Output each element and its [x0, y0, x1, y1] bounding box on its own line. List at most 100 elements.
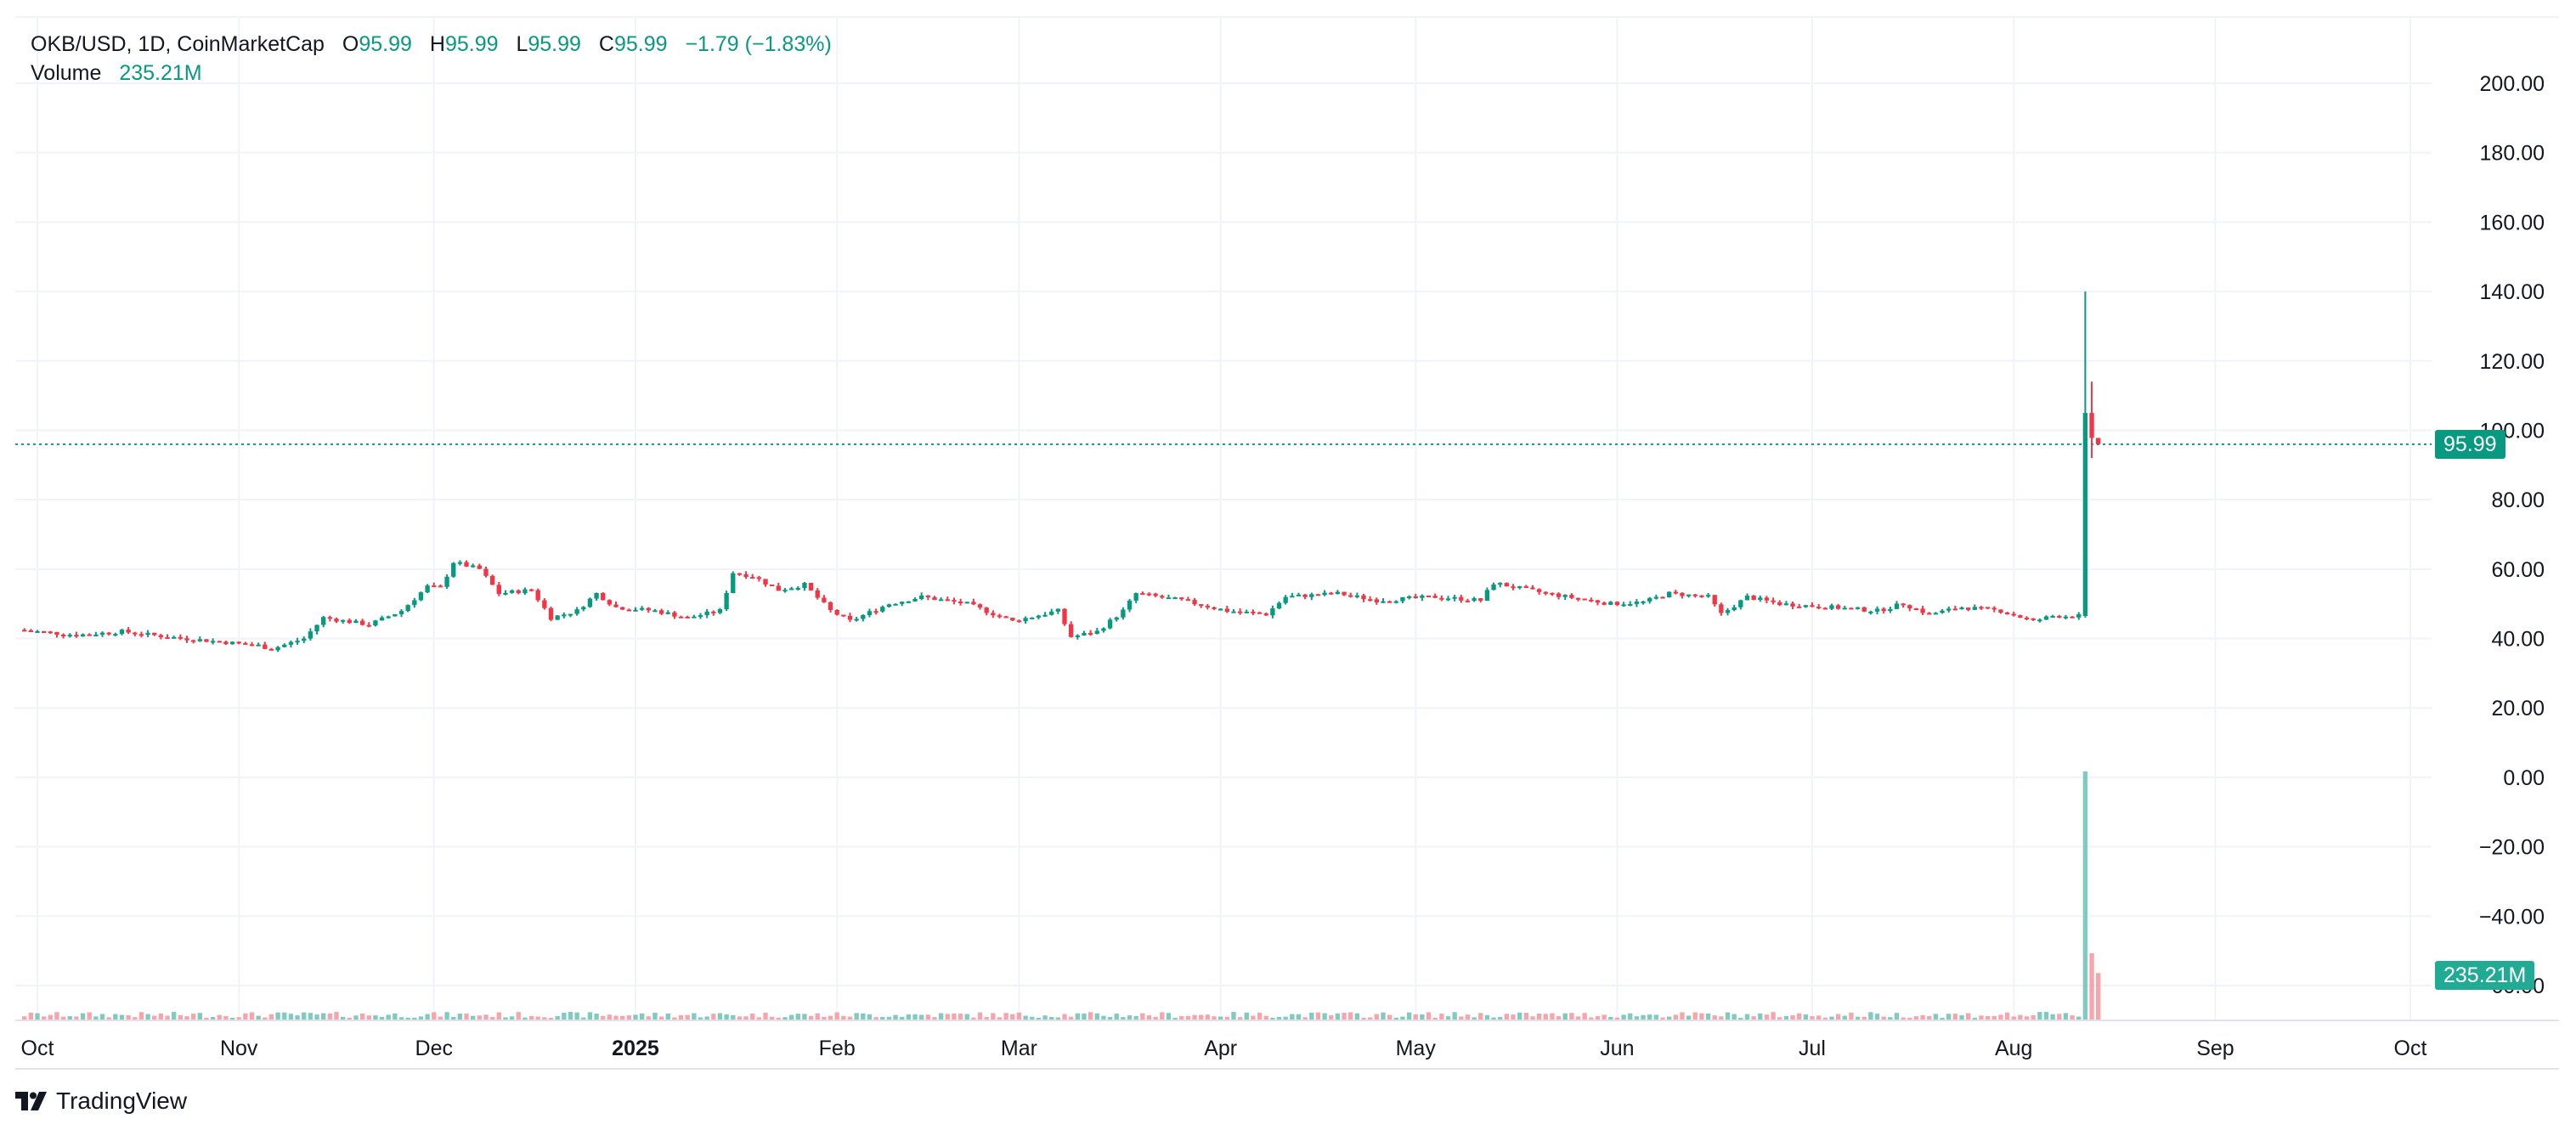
candle: [1673, 591, 1678, 594]
volume-bar: [555, 1015, 560, 1020]
volume-bar: [607, 1014, 613, 1020]
volume-bar: [54, 1012, 59, 1020]
volume-bar: [906, 1014, 912, 1020]
candle: [652, 610, 658, 613]
volume-bar: [548, 1017, 554, 1020]
candle: [126, 630, 131, 633]
candle: [1290, 596, 1295, 598]
volume-bar: [808, 1015, 814, 1020]
volume-bar: [1400, 1016, 1405, 1020]
volume-bar: [1185, 1015, 1191, 1020]
candle: [1894, 603, 1900, 609]
candle: [321, 617, 326, 625]
candle: [1381, 601, 1386, 603]
volume-bar: [1042, 1015, 1048, 1020]
candle: [1426, 596, 1432, 598]
candle: [87, 634, 92, 636]
y-tick-label: 140.00: [2480, 280, 2545, 304]
candle: [308, 631, 314, 639]
y-tick-label: 80.00: [2491, 489, 2545, 512]
volume-bar: [1263, 1015, 1268, 1020]
volume-bar: [412, 1017, 417, 1020]
volume-bar: [457, 1014, 463, 1020]
candle: [900, 602, 905, 604]
time-axis[interactable]: Oct Nov Dec 2025 Feb Mar Apr May Jun Jul Aug Sep Oct: [21, 1037, 2427, 1060]
volume-bar: [1758, 1013, 1763, 1020]
candle: [613, 604, 619, 607]
candle: [1146, 593, 1152, 596]
x-tick-label: Feb: [819, 1037, 856, 1060]
volume-bar: [776, 1017, 782, 1020]
volume-bar: [1523, 1013, 1528, 1020]
candle: [997, 615, 1003, 618]
price-axis[interactable]: 200.00180.00160.00140.00120.00100.0080.0…: [2479, 72, 2545, 998]
volume-bar: [405, 1017, 410, 1020]
volume-bar: [1595, 1016, 1601, 1020]
candle: [327, 617, 333, 619]
candle: [1075, 635, 1081, 637]
candle: [302, 638, 307, 641]
volume-bar: [1393, 1017, 1398, 1020]
volume-bar: [464, 1014, 469, 1020]
volume-bar: [1075, 1013, 1081, 1020]
volume-bar: [1257, 1012, 1263, 1020]
volume-label[interactable]: Volume: [31, 61, 102, 85]
x-tick-label: 2025: [612, 1037, 659, 1060]
candle: [1055, 608, 1061, 612]
candle: [1777, 602, 1782, 606]
volume-bar: [594, 1014, 599, 1020]
candle: [1094, 630, 1099, 635]
volume-bar: [633, 1014, 638, 1020]
candle: [1244, 611, 1249, 613]
candle: [457, 562, 463, 564]
candle: [1062, 608, 1067, 624]
candle: [1270, 608, 1275, 616]
candle: [1420, 596, 1425, 598]
candle: [1452, 596, 1457, 599]
candle: [1888, 608, 1893, 612]
volume-bar: [692, 1013, 697, 1020]
volume-bar: [1777, 1017, 1782, 1020]
candle: [912, 599, 918, 602]
candle: [1686, 594, 1692, 596]
candle: [41, 630, 47, 633]
volume-bar: [731, 1014, 736, 1020]
volume-value: 235.21M: [119, 61, 202, 85]
candle: [1725, 610, 1731, 613]
candle: [692, 616, 697, 619]
candle: [1602, 602, 1607, 605]
volume-bar: [1068, 1016, 1074, 1020]
volume-bar: [1445, 1016, 1451, 1020]
volume-bar: [685, 1014, 690, 1020]
volume-bar: [1868, 1012, 1873, 1020]
volume-bar: [217, 1014, 222, 1020]
candle: [1647, 597, 1652, 602]
volume-bar: [1894, 1013, 1900, 1020]
candle: [731, 573, 736, 594]
y-tick-label: 120.00: [2480, 350, 2545, 374]
volume-bar: [438, 1016, 443, 1020]
volume-bar: [366, 1015, 371, 1020]
volume-bars: [22, 771, 2101, 1020]
volume-bar: [145, 1014, 150, 1020]
candle: [184, 638, 189, 641]
volume-bar: [1991, 1015, 1997, 1020]
candle: [425, 585, 430, 593]
tradingview-brand[interactable]: TradingView: [15, 1082, 187, 1120]
volume-bar: [1296, 1014, 1302, 1020]
x-tick-label: Aug: [1995, 1037, 2032, 1060]
candle: [841, 614, 846, 617]
volume-bar: [2024, 1016, 2030, 1020]
candle: [646, 607, 651, 611]
volume-bar: [919, 1014, 924, 1020]
candle: [74, 635, 79, 637]
candle: [1764, 597, 1770, 601]
spike-candle: [2096, 438, 2101, 444]
candle: [1550, 592, 1555, 595]
candle: [1082, 632, 1087, 636]
candle: [1822, 607, 1827, 610]
candle: [133, 632, 138, 635]
symbol-title[interactable]: OKB/USD, 1D, CoinMarketCap: [31, 32, 325, 56]
candle: [1329, 592, 1334, 595]
